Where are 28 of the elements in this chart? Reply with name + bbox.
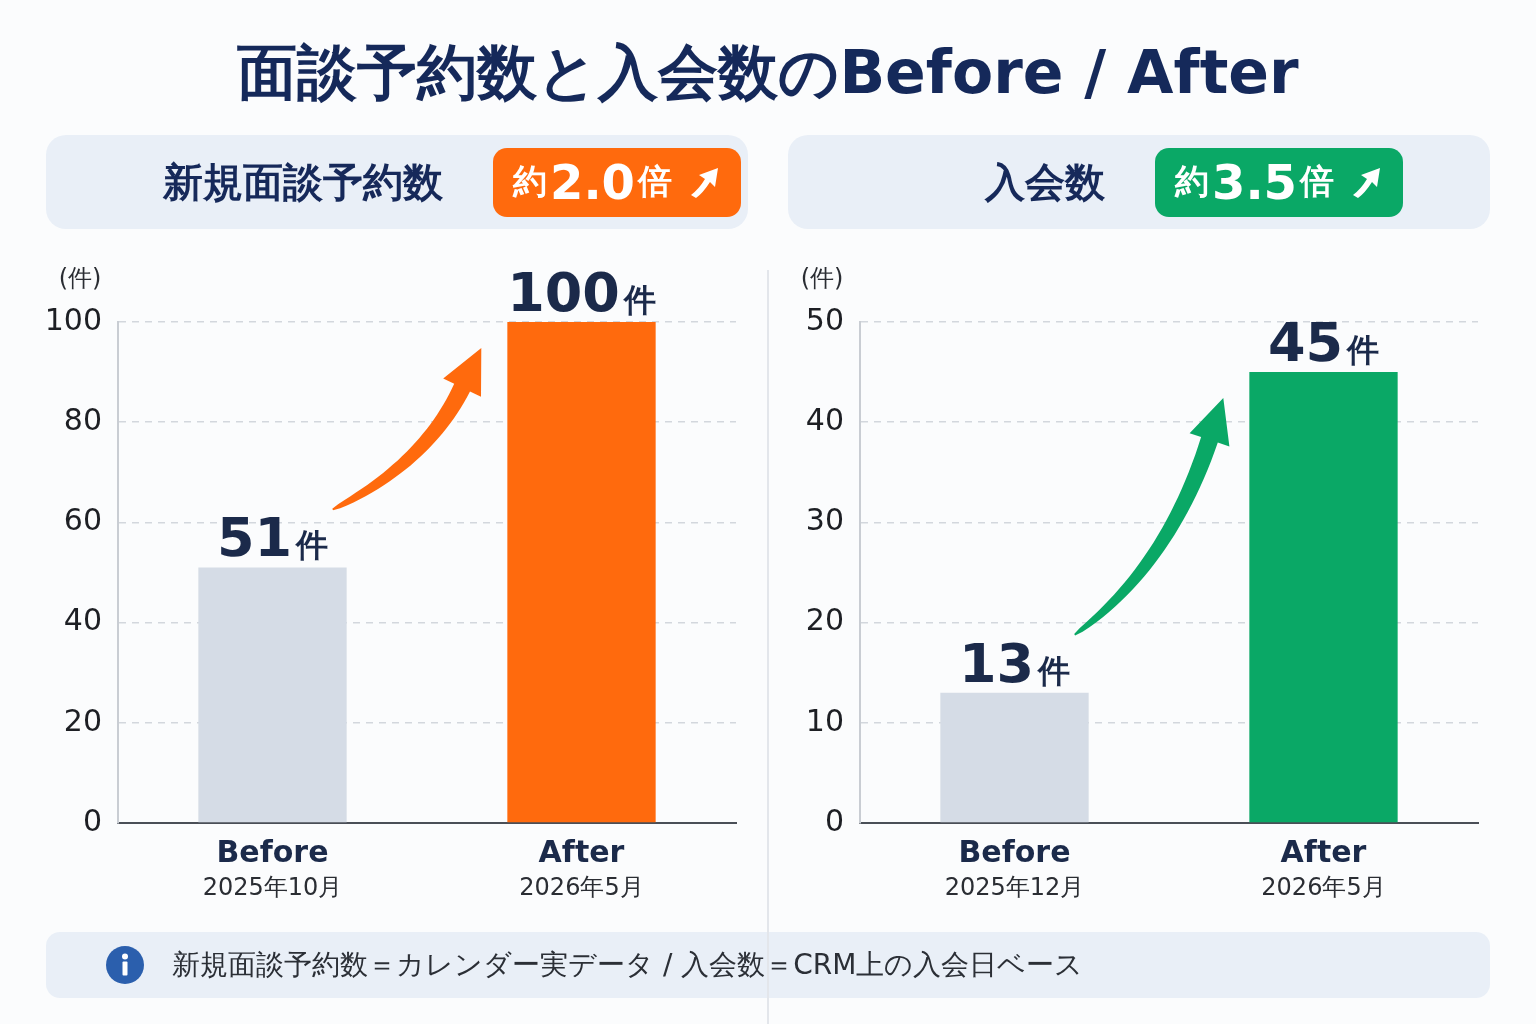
- chart-title: 新規面談予約数: [162, 157, 443, 207]
- data-label: 51件: [216, 506, 329, 570]
- chart-title: 入会数: [984, 157, 1105, 207]
- y-tick-label: 60: [63, 502, 102, 538]
- data-label: 100件: [507, 261, 656, 324]
- text: 面談予約数と入会数のBefore / After: [237, 36, 1299, 107]
- y-tick-label: 40: [805, 402, 844, 437]
- x-tick-label: After 2026年5月: [1261, 834, 1386, 901]
- y-axis-title: (件): [800, 264, 844, 293]
- y-tick-label: 0: [824, 802, 844, 838]
- x-tick-label: Before 2025年10月: [202, 834, 343, 901]
- y-tick-label: 40: [63, 602, 102, 638]
- y-tick-label: 10: [805, 702, 844, 738]
- y-tick-label: 80: [63, 402, 102, 437]
- text: 約3.5倍: [1174, 154, 1335, 210]
- x-tick-label: After 2026年5月: [519, 834, 644, 901]
- y-tick-label: 50: [805, 301, 844, 337]
- data-label: 13件: [958, 631, 1071, 695]
- y-tick-label: 100: [44, 301, 102, 337]
- y-axis-title: (件): [58, 264, 102, 293]
- text: 新規面談予約数＝カレンダー実データ / 入会数＝CRM上の入会日ベース: [172, 947, 1084, 983]
- y-tick-label: 30: [805, 502, 844, 538]
- x-tick-label: Before 2025年12月: [944, 834, 1085, 901]
- y-tick-label: 20: [805, 602, 844, 638]
- y-tick-label: 20: [63, 702, 102, 738]
- text: 約2.0倍: [512, 154, 673, 210]
- data-label: 45件: [1267, 311, 1380, 375]
- y-tick-label: 0: [82, 802, 102, 838]
